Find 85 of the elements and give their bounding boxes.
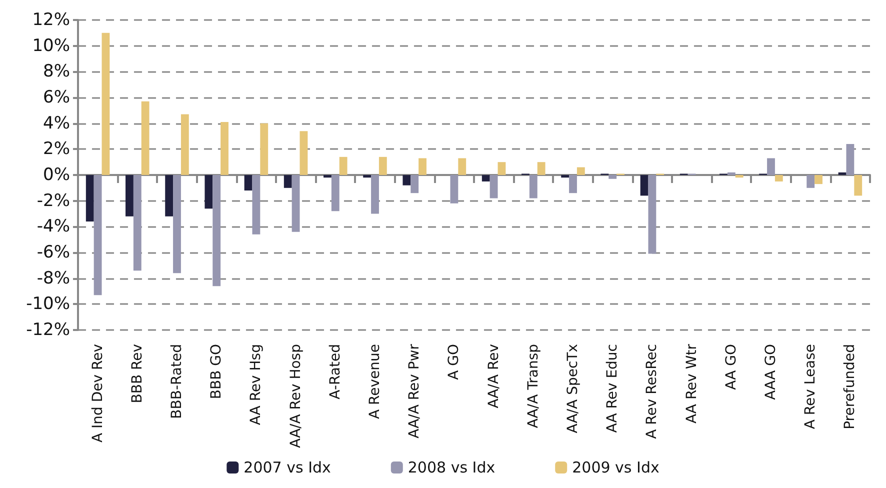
- bar: [331, 175, 340, 212]
- bar: [292, 175, 300, 232]
- x-tick-label: AA/A Rev Pwr: [406, 344, 423, 438]
- x-tick-label: BBB Rev: [129, 344, 146, 404]
- x-tick-label: A Revenue: [367, 344, 383, 419]
- bar: [561, 175, 570, 178]
- bar: [260, 123, 268, 175]
- bar: [94, 175, 102, 296]
- bar: [458, 158, 466, 175]
- bar: [252, 175, 260, 234]
- x-tick-label: AAA GO: [763, 344, 779, 400]
- bar: [640, 175, 648, 196]
- y-tick-label: -4%: [36, 216, 70, 237]
- x-tick-label: A-Rated: [327, 344, 344, 400]
- x-tick-label: A Rev ResRec: [644, 344, 660, 439]
- x-tick-label: AA GO: [723, 344, 740, 390]
- y-tick-label: 12%: [32, 10, 70, 30]
- bar: [418, 158, 426, 175]
- bar: [450, 175, 458, 204]
- legend-label: 2009 vs Idx: [572, 458, 660, 476]
- legend-label: 2007 vs Idx: [244, 458, 332, 476]
- bar: [86, 175, 94, 222]
- bar: [126, 175, 134, 216]
- bar: [378, 156, 387, 175]
- bar: [529, 175, 538, 198]
- bar: [363, 175, 372, 178]
- bar: [608, 175, 617, 179]
- y-tick-label: 2%: [43, 139, 70, 160]
- bar: [482, 175, 490, 182]
- bar: [774, 175, 783, 182]
- bar: [284, 175, 292, 188]
- bar: [141, 101, 150, 175]
- y-tick-label: -6%: [36, 242, 70, 262]
- bar: [402, 175, 411, 186]
- bar: [498, 162, 506, 175]
- y-tick-label: 0%: [43, 165, 70, 185]
- bar: [576, 167, 585, 175]
- bar: [339, 156, 348, 175]
- x-tick-label: AA Rev Wtr: [684, 344, 700, 424]
- bar: [854, 175, 862, 196]
- bar: [767, 158, 775, 175]
- bar: [814, 175, 822, 184]
- bar: [537, 162, 546, 175]
- y-tick-label: 10%: [32, 36, 70, 56]
- y-tick-label: 4%: [43, 113, 70, 134]
- y-tick-label: 8%: [43, 62, 70, 82]
- bar: [165, 175, 174, 216]
- bar: [410, 175, 419, 194]
- bar: [300, 131, 308, 175]
- y-tick-label: -12%: [26, 320, 70, 340]
- bar: [838, 172, 846, 175]
- bar: [133, 175, 142, 271]
- bar: [846, 144, 854, 175]
- bar: [371, 175, 379, 214]
- x-tick-label: AA/A SpecTx: [565, 344, 581, 434]
- x-tick-label: BBB GO: [208, 344, 225, 400]
- bar: [490, 175, 498, 198]
- y-tick-label: -2%: [36, 190, 70, 211]
- bar: [102, 32, 110, 175]
- x-tick-label: A GO: [446, 344, 462, 380]
- x-tick-label: AA/A Rev Hosp: [288, 344, 304, 448]
- bar: [180, 114, 189, 175]
- x-tick-label: A Ind Dev Rev: [90, 344, 106, 442]
- y-tick-label: -8%: [36, 268, 70, 288]
- bar: [244, 175, 252, 190]
- bar: [569, 175, 577, 194]
- x-tick-label: AA/A Transp: [525, 344, 542, 428]
- bar: [204, 175, 213, 209]
- x-tick-label: BBB-Rated: [169, 344, 185, 419]
- y-tick-label: -10%: [26, 294, 70, 314]
- bar: [735, 175, 744, 178]
- bar: [212, 175, 221, 286]
- legend-label: 2008 vs Idx: [408, 458, 496, 476]
- x-tick-label: A Rev Lease: [802, 344, 819, 430]
- bar: [324, 175, 332, 178]
- bar: [727, 172, 736, 175]
- y-tick-label: 6%: [43, 88, 70, 108]
- bar: [648, 175, 656, 254]
- bar: [173, 175, 181, 274]
- bar: [220, 122, 228, 175]
- x-tick-label: AA/A Rev: [486, 344, 502, 408]
- bar: [806, 175, 815, 188]
- x-tick-label: AA Rev Hsg: [248, 344, 264, 426]
- x-tick-label: Prerefunded: [842, 344, 858, 430]
- x-tick-label: AA Rev Educ: [604, 344, 621, 433]
